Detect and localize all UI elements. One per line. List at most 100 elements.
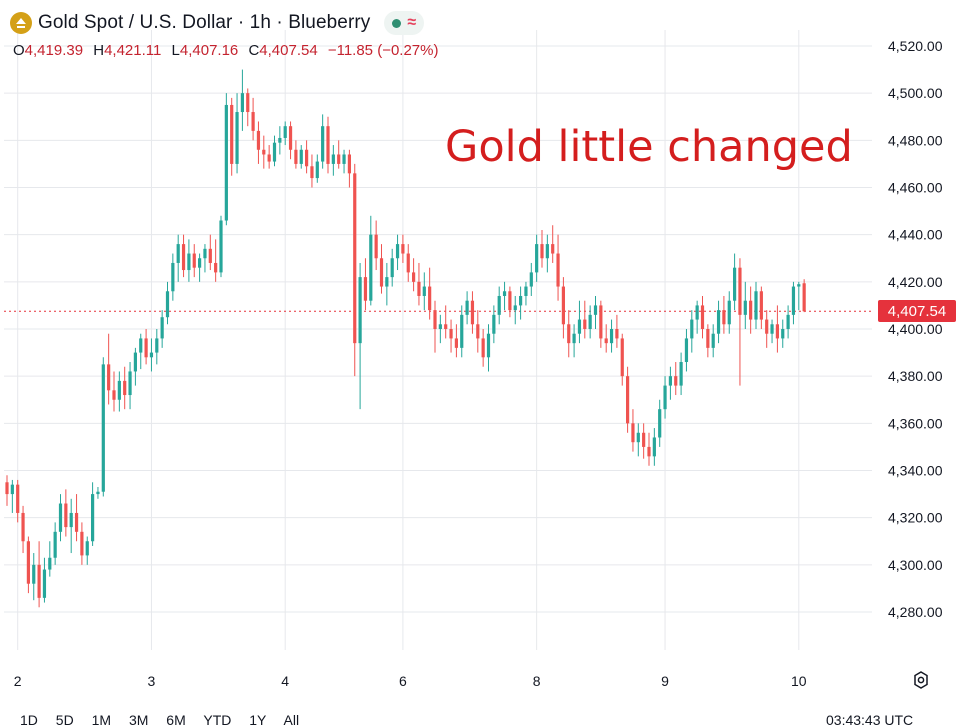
- candle: [690, 310, 694, 353]
- candle-body: [80, 531, 84, 556]
- candle-body: [406, 253, 410, 273]
- candle: [198, 253, 202, 282]
- settings-gear-icon[interactable]: [911, 670, 931, 690]
- candle: [626, 366, 630, 433]
- timeframe-3m[interactable]: 3M: [128, 712, 149, 728]
- timeframe-1m[interactable]: 1M: [91, 712, 112, 728]
- candle-body: [775, 324, 779, 339]
- candle: [251, 97, 255, 141]
- candle: [733, 253, 737, 311]
- candle: [390, 248, 394, 287]
- candle: [519, 286, 523, 320]
- candle: [133, 347, 137, 386]
- candle: [454, 324, 458, 358]
- timeframe-all[interactable]: All: [283, 712, 300, 728]
- y-tick-label: 4,380.00: [888, 368, 943, 384]
- candle: [759, 286, 763, 329]
- candle-body: [743, 300, 747, 315]
- candle-body: [203, 248, 207, 259]
- symbol-title[interactable]: Gold Spot / U.S. Dollar · 1h · Blueberry: [38, 12, 371, 33]
- candle-body: [353, 173, 357, 344]
- time-axis[interactable]: 2 3 4 6 8 9 10: [14, 673, 807, 689]
- candle-body: [10, 484, 14, 495]
- candle-body: [690, 319, 694, 339]
- candle-body: [642, 432, 646, 447]
- price-axis[interactable]: 4,280.00 4,300.00 4,320.00 4,340.00 4,360.00…: [888, 38, 943, 620]
- candle-body: [626, 376, 630, 424]
- candle: [358, 262, 362, 410]
- close-key: C: [248, 42, 260, 59]
- candle-body: [529, 272, 533, 287]
- timeframe-1d[interactable]: 1D: [20, 712, 38, 728]
- candle: [631, 409, 635, 452]
- candle-body: [497, 295, 501, 315]
- candle: [444, 305, 448, 339]
- timeframe-ytd[interactable]: YTD: [203, 712, 232, 728]
- candle: [272, 135, 277, 167]
- candle: [524, 281, 528, 306]
- candle: [262, 135, 266, 169]
- timeframe-1y[interactable]: 1Y: [249, 712, 267, 728]
- candle: [417, 262, 421, 306]
- candle-body: [658, 409, 662, 438]
- candle: [486, 324, 491, 372]
- candle-body: [593, 305, 598, 315]
- candle: [556, 234, 560, 301]
- chart-annotation[interactable]: Gold little changed: [445, 122, 853, 172]
- candle-body: [572, 333, 576, 344]
- candle-body: [149, 352, 154, 358]
- candle: [545, 234, 549, 273]
- candle: [214, 239, 218, 282]
- low-key: L: [171, 42, 180, 59]
- candle: [583, 300, 587, 339]
- candle-body: [470, 300, 475, 325]
- candle-body: [165, 291, 170, 318]
- y-tick-label: 4,300.00: [888, 557, 943, 573]
- candle-body: [663, 385, 667, 410]
- candle-body: [433, 310, 437, 329]
- candle-body: [85, 541, 89, 556]
- candle-body: [48, 557, 52, 570]
- candle: [529, 262, 533, 296]
- candle-body: [347, 154, 351, 174]
- candle-body: [519, 295, 523, 306]
- candle: [353, 163, 357, 377]
- candle-body: [481, 338, 485, 358]
- candle-body: [342, 154, 346, 164]
- utc-clock[interactable]: 03:43:43 UTC: [826, 712, 914, 728]
- candle-body: [117, 380, 121, 400]
- candle: [428, 267, 432, 320]
- candle-body: [454, 338, 458, 348]
- candle-body: [96, 491, 100, 495]
- candle: [379, 244, 384, 294]
- candle: [181, 234, 186, 278]
- candle: [342, 149, 346, 174]
- candle: [802, 279, 806, 313]
- candle-body: [786, 314, 790, 329]
- x-tick-label: 3: [148, 673, 156, 689]
- candle: [497, 286, 501, 325]
- timeframe-6m[interactable]: 6M: [166, 712, 186, 728]
- candle: [278, 126, 282, 155]
- candle-body: [21, 512, 25, 542]
- candle: [21, 505, 25, 554]
- candle-body: [171, 262, 175, 292]
- candle-body: [486, 333, 491, 358]
- candle-body: [502, 291, 507, 296]
- timeframe-5d[interactable]: 5D: [55, 712, 74, 728]
- candle: [337, 140, 341, 169]
- candle: [74, 494, 79, 542]
- candle: [299, 145, 303, 169]
- candle: [535, 234, 539, 282]
- market-status-pill[interactable]: ≈: [384, 11, 425, 35]
- candle: [101, 357, 105, 497]
- candle-body: [358, 277, 362, 344]
- candle: [96, 487, 100, 499]
- candle-body: [16, 484, 20, 513]
- candle-body: [733, 267, 737, 301]
- candle-body: [556, 253, 560, 287]
- candle-body: [123, 380, 127, 396]
- candle: [69, 498, 73, 554]
- candle-body: [759, 291, 763, 320]
